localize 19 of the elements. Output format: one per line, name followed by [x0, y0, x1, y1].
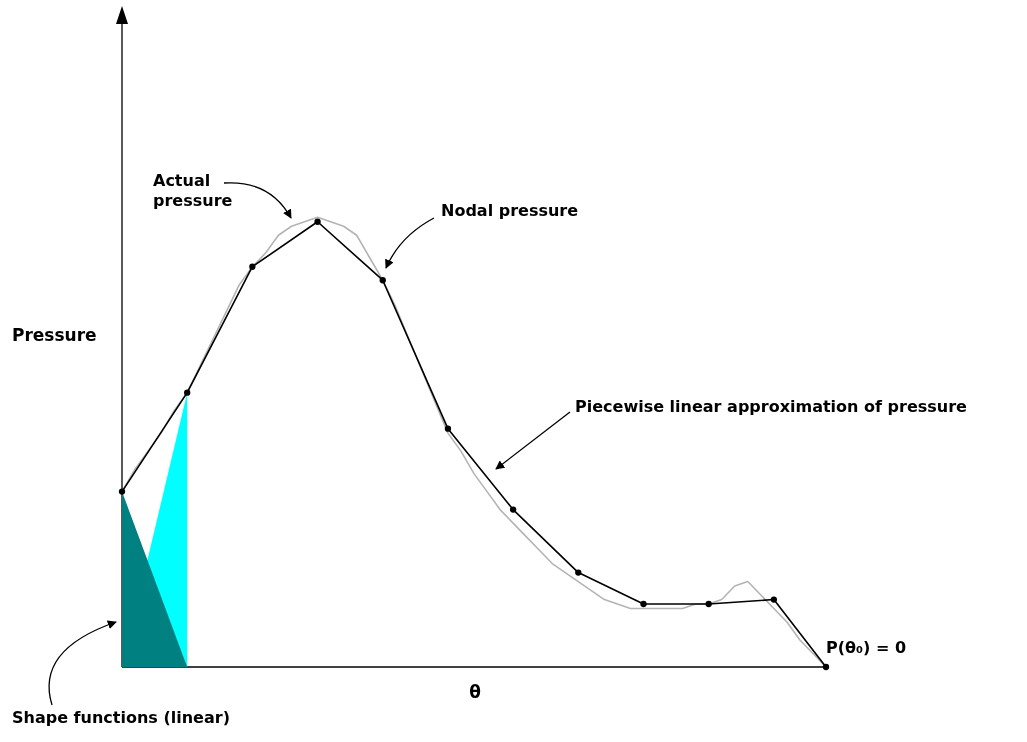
annotation: Piecewise linear approximation of pressure [575, 397, 968, 416]
point [575, 569, 582, 576]
text: Actual pressure [153, 171, 233, 210]
point [184, 389, 191, 396]
point [314, 218, 321, 225]
point [118, 488, 126, 495]
text: Shape functions (linear) [12, 708, 230, 727]
point [249, 263, 256, 270]
x-axis-title: θ [469, 682, 481, 702]
y-axis-title: Pressure [12, 325, 97, 345]
point [444, 425, 452, 432]
annotation: Nodal pressure [441, 201, 579, 220]
annotation: P(θ₀) = 0 [826, 638, 907, 657]
point [770, 596, 778, 603]
point [509, 506, 517, 513]
point [640, 600, 647, 608]
point [379, 277, 386, 284]
point [705, 600, 712, 608]
point [822, 663, 830, 671]
